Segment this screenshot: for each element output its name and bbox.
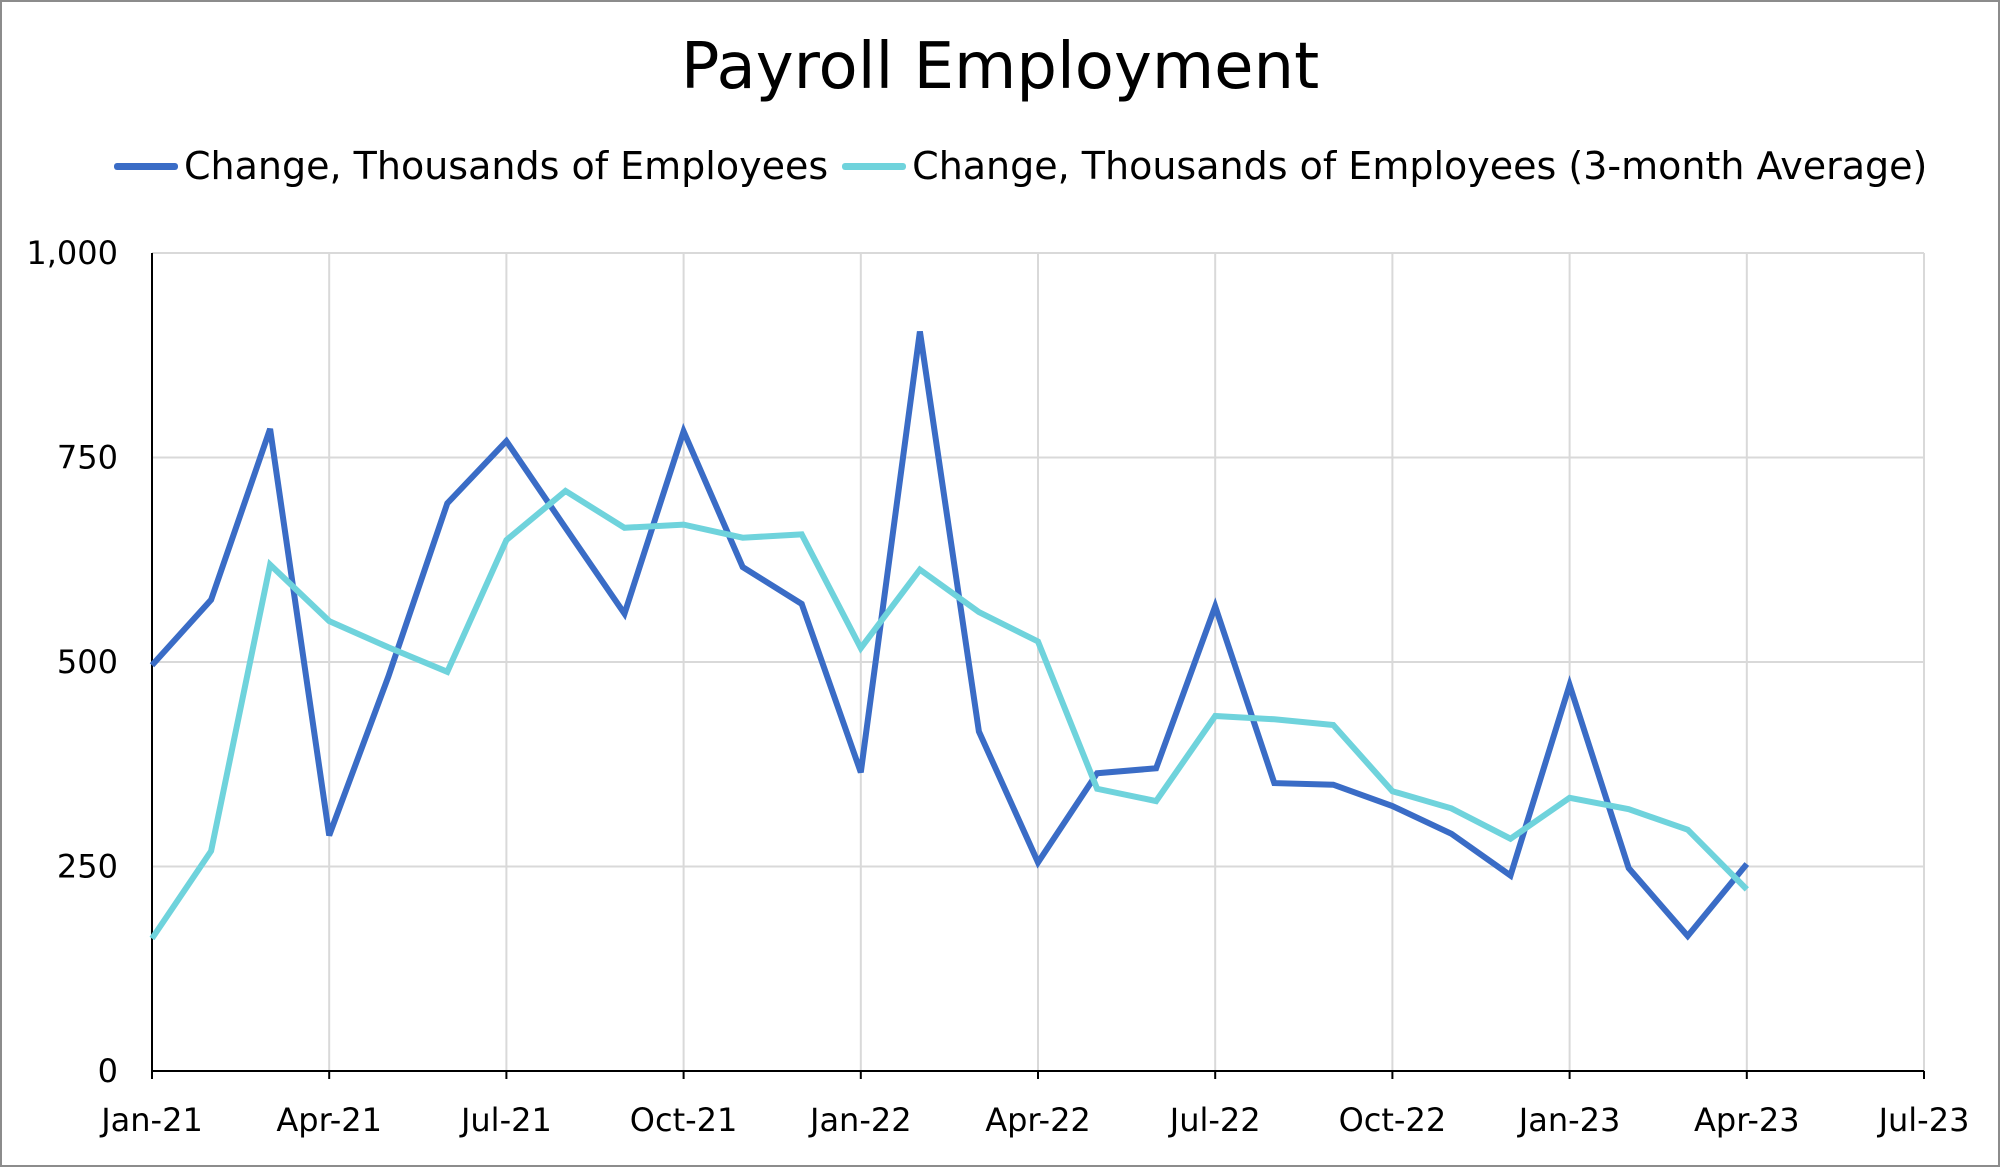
x-tick-label: Apr-21 — [276, 1101, 382, 1139]
y-tick-label: 0 — [98, 1052, 118, 1090]
x-tick-label: Oct-22 — [1339, 1101, 1447, 1139]
x-tick-label: Apr-23 — [1694, 1101, 1800, 1139]
y-tick-label: 750 — [57, 439, 118, 477]
series-line-3-month-average — [149, 487, 1749, 941]
legend-swatch-monthly — [114, 162, 178, 170]
x-tick-label: Jan-22 — [808, 1101, 912, 1139]
chart-title: Payroll Employment — [680, 30, 1320, 104]
legend-item-monthly: Change, Thousands of Employees — [114, 144, 828, 188]
x-tick-label: Jan-23 — [1517, 1101, 1621, 1139]
y-tick-label: 1,000 — [26, 234, 118, 272]
y-tick-label: 250 — [57, 848, 118, 886]
x-tick-label: Jan-21 — [99, 1101, 203, 1139]
legend-label-monthly: Change, Thousands of Employees — [184, 144, 829, 188]
x-tick-label: Jul-23 — [1877, 1101, 1970, 1139]
legend-item-3-month-average: Change, Thousands of Employees (3-month … — [842, 144, 1927, 188]
y-tick-label: 500 — [57, 643, 118, 681]
x-tick-label: Apr-22 — [985, 1101, 1091, 1139]
x-tick-label: Oct-21 — [630, 1101, 738, 1139]
x-tick-label: Jul-21 — [459, 1101, 552, 1139]
x-tick-label: Jul-22 — [1168, 1101, 1261, 1139]
series-line-monthly-change — [149, 331, 1750, 941]
legend-swatch-3-month-average — [842, 162, 907, 170]
chart-legend: Change, Thousands of Employees Change, T… — [114, 144, 1941, 188]
legend-label-3-month-average: Change, Thousands of Employees (3-month … — [912, 144, 1928, 188]
